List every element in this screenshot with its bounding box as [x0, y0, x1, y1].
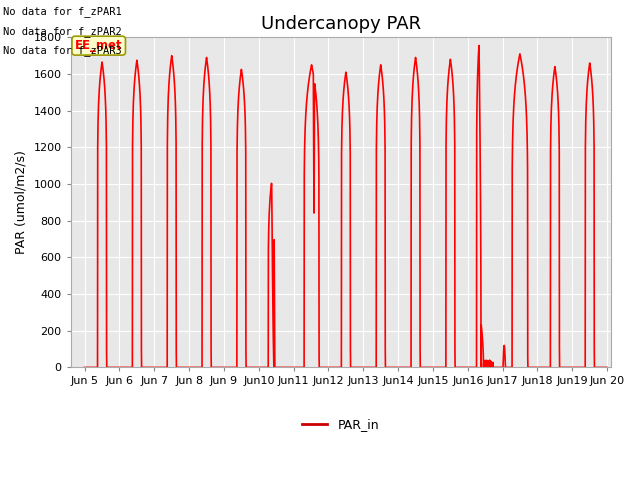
Text: No data for f_zPAR2: No data for f_zPAR2: [3, 25, 122, 36]
Legend: PAR_in: PAR_in: [298, 413, 384, 436]
Y-axis label: PAR (umol/m2/s): PAR (umol/m2/s): [15, 150, 28, 254]
Title: Undercanopy PAR: Undercanopy PAR: [260, 15, 420, 33]
Text: No data for f_zPAR1: No data for f_zPAR1: [3, 6, 122, 17]
Text: No data for f_zPAR3: No data for f_zPAR3: [3, 45, 122, 56]
Text: EE_met: EE_met: [75, 39, 122, 52]
